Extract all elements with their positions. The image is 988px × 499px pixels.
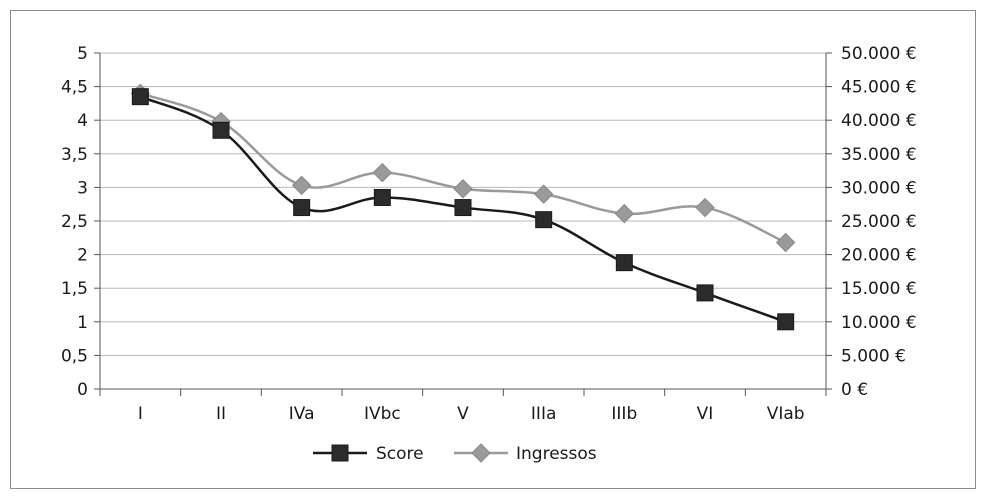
right-tick-label: 25.000 € [841, 212, 917, 232]
x-tick-label: IVbc [364, 404, 401, 424]
right-tick-label: 5.000 € [841, 346, 906, 366]
x-axis-tick-labels: I II IVa IVbc V IIIa IIIb VI VIab [138, 404, 805, 424]
left-tick-label: 3,5 [61, 145, 88, 165]
left-tick-label: 4,5 [61, 78, 88, 98]
chart-frame [10, 10, 976, 489]
score-point [373, 188, 391, 206]
score-point [212, 121, 230, 139]
legend: Score Ingressos [313, 443, 597, 464]
x-tick-label: II [216, 404, 226, 424]
gridlines [100, 52, 826, 356]
left-tick-label: 1 [77, 313, 88, 333]
series-markers [130, 83, 796, 331]
legend-ingressos-label: Ingressos [516, 444, 597, 464]
right-tick-label: 45.000 € [841, 78, 917, 98]
score-point [696, 284, 714, 302]
left-axis-tick-labels: 0 0,5 1 1,5 2 2,5 3 3,5 4 4,5 5 [61, 44, 88, 400]
series-line-ingressos [139, 92, 787, 244]
left-tick-label: 5 [77, 44, 88, 64]
score-point [454, 199, 472, 217]
left-tick-label: 0 [77, 380, 88, 400]
ingressos-point [453, 179, 473, 199]
right-axis-tick-labels: 0 € 5.000 € 10.000 € 15.000 € 20.000 € 25.000… [841, 44, 917, 400]
x-tick-label: IIIb [611, 404, 637, 424]
ingressos-point [775, 232, 796, 253]
x-tick-label: IVa [289, 404, 315, 424]
ingressos-point [533, 184, 554, 204]
right-tick-label: 15.000 € [841, 279, 917, 299]
ingressos-point [614, 203, 635, 224]
legend-score-label: Score [376, 444, 424, 464]
legend-ingressos-marker [471, 443, 491, 463]
score-point [535, 211, 553, 229]
ingressos-point [291, 175, 312, 196]
score-point [615, 254, 633, 272]
ingressos-point [695, 197, 715, 218]
right-tick-label: 30.000 € [841, 178, 917, 198]
left-tick-label: 3 [77, 178, 88, 198]
x-tick-label: VIab [767, 404, 805, 424]
x-tick-label: I [138, 404, 143, 424]
x-tick-label: VI [697, 404, 714, 424]
left-tick-label: 1,5 [61, 279, 88, 299]
left-tick-label: 2 [77, 246, 88, 266]
score-point [293, 199, 311, 217]
right-tick-label: 35.000 € [841, 145, 917, 165]
score-point [777, 313, 795, 331]
right-tick-label: 20.000 € [841, 246, 917, 266]
ingressos-point [372, 162, 393, 183]
right-tick-label: 10.000 € [841, 313, 917, 333]
left-tick-label: 2,5 [61, 212, 88, 232]
score-point [131, 88, 149, 106]
axes [94, 52, 832, 396]
x-tick-label: IIIa [531, 404, 556, 424]
right-tick-label: 40.000 € [841, 111, 917, 131]
legend-score-marker [331, 444, 349, 462]
right-tick-label: 50.000 € [841, 44, 917, 64]
left-tick-label: 4 [77, 111, 88, 131]
x-tick-label: V [457, 404, 469, 424]
left-tick-label: 0,5 [61, 346, 88, 366]
right-tick-label: 0 € [841, 380, 868, 400]
